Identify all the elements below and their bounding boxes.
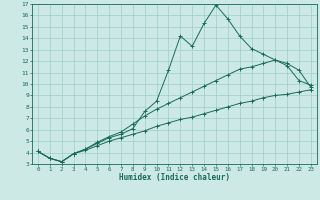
X-axis label: Humidex (Indice chaleur): Humidex (Indice chaleur) bbox=[119, 173, 230, 182]
